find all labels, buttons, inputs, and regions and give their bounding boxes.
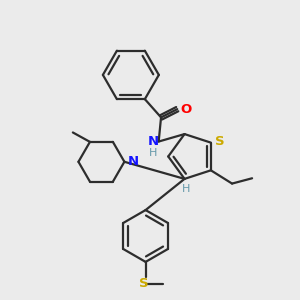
Text: N: N: [128, 155, 139, 168]
Text: S: S: [215, 135, 225, 148]
Text: S: S: [139, 277, 149, 290]
Text: N: N: [148, 135, 159, 148]
Text: H: H: [149, 148, 158, 158]
Text: O: O: [181, 103, 192, 116]
Text: H: H: [182, 184, 190, 194]
